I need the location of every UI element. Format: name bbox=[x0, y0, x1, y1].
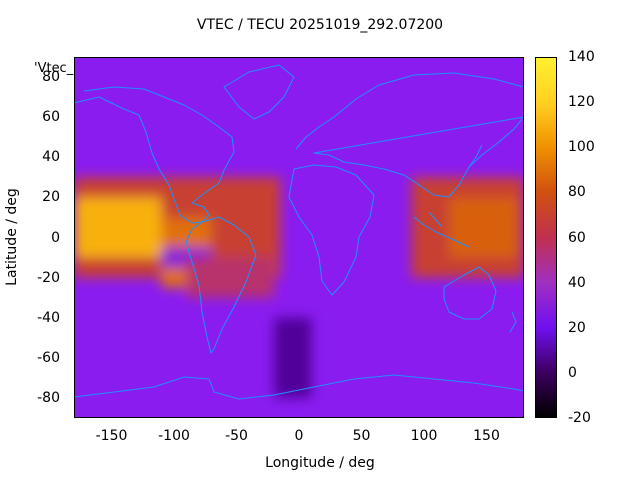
coast-new-zealand bbox=[509, 311, 517, 333]
y-tick-label: 20 bbox=[42, 189, 60, 206]
colorbar-tick-label: 120 bbox=[568, 94, 595, 111]
y-tick-label: -80 bbox=[37, 389, 60, 406]
vtec-region-7 bbox=[274, 317, 312, 398]
y-tick-label: 0 bbox=[51, 229, 60, 246]
vtec-region-1 bbox=[74, 197, 162, 258]
y-tick-label: 60 bbox=[42, 109, 60, 126]
colorbar-tick-label: -20 bbox=[568, 410, 591, 426]
coast-south-america bbox=[185, 216, 257, 354]
colorbar-tick-label: 40 bbox=[568, 274, 586, 291]
coast-africa bbox=[288, 164, 375, 296]
y-tick-label: 80 bbox=[42, 69, 60, 86]
coast-australia bbox=[443, 266, 497, 320]
map-label: 'Vtec_ bbox=[34, 61, 74, 76]
coast-north-america bbox=[74, 86, 235, 224]
coast-japan bbox=[468, 144, 483, 168]
vtec-map bbox=[74, 57, 524, 418]
colorbar-tick-label: 60 bbox=[568, 229, 586, 246]
colorbar-gradient bbox=[536, 58, 556, 417]
coast-indonesia bbox=[413, 211, 470, 248]
colorbar-tick-label: 100 bbox=[568, 139, 595, 156]
y-axis-label: Latitude / deg bbox=[4, 188, 20, 286]
colorbar-tick-label: 20 bbox=[568, 319, 586, 336]
coastlines bbox=[74, 64, 524, 400]
vtec-heat-layer bbox=[74, 177, 524, 398]
y-tick-label: -40 bbox=[37, 309, 60, 326]
x-tick-label: 0 bbox=[294, 428, 304, 444]
x-axis-label: Longitude / deg bbox=[265, 455, 375, 471]
map-canvas bbox=[74, 64, 524, 400]
vtec-region-6 bbox=[186, 257, 274, 298]
x-tick-label: 150 bbox=[473, 428, 500, 444]
colorbar bbox=[535, 57, 557, 418]
y-tick-label: -20 bbox=[37, 269, 60, 286]
colorbar-tick-label: 140 bbox=[568, 49, 595, 65]
x-tick-label: -150 bbox=[95, 428, 128, 444]
coast-greenland bbox=[223, 64, 295, 120]
colorbar-tick-label: 80 bbox=[568, 184, 586, 201]
x-tick-label: -100 bbox=[158, 428, 190, 444]
y-tick-label: -60 bbox=[37, 349, 60, 366]
coast-europe-asia bbox=[295, 72, 524, 198]
x-tick-label: 50 bbox=[352, 428, 371, 444]
y-tick-label: 40 bbox=[42, 149, 60, 166]
chart-title: VTEC / TECU 20251019_292.07200 bbox=[196, 17, 444, 33]
colorbar-tick-label: 0 bbox=[568, 364, 577, 381]
vtec-region-5 bbox=[449, 197, 518, 258]
x-tick-label: -50 bbox=[225, 428, 248, 444]
coast-antarctica bbox=[74, 374, 524, 400]
x-tick-label: 100 bbox=[410, 428, 438, 444]
